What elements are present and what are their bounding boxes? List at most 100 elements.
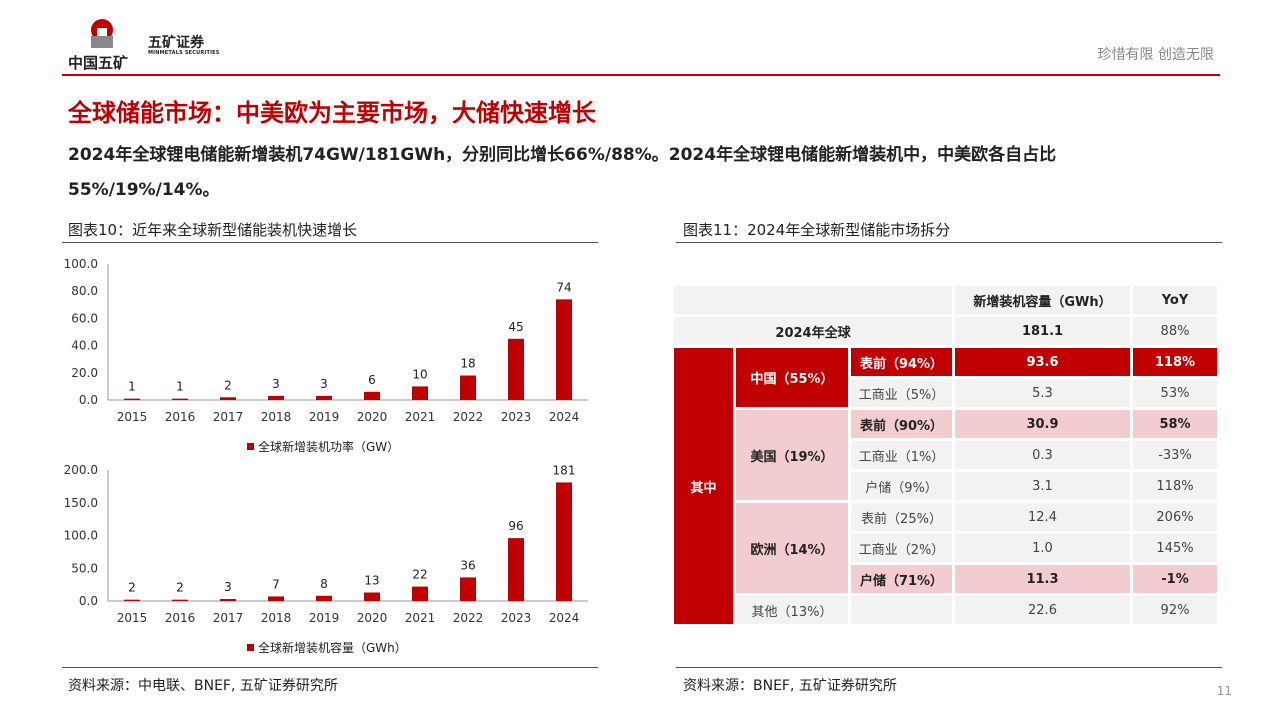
capacity-value: 93.6	[955, 348, 1130, 376]
x-tick-label: 2017	[213, 410, 244, 424]
bar	[556, 299, 572, 400]
segment-label: 表前（90%）	[851, 410, 952, 438]
table-row: 户储（9%） 3.1 118%	[674, 472, 1217, 500]
y-tick-label: 0.0	[79, 594, 98, 608]
table-row: 欧洲（14%） 表前（25%） 12.4 206%	[674, 503, 1217, 593]
x-tick-label: 2022	[453, 611, 484, 625]
header-yoy: YoY	[1133, 286, 1217, 314]
yoy-value: 118%	[1133, 348, 1217, 376]
bar-charts: 0.020.040.060.080.0100.01201512016220173…	[64, 257, 588, 655]
yoy-value: 145%	[1133, 534, 1217, 562]
bar	[412, 586, 428, 601]
capacity-value: 22.6	[955, 596, 1130, 624]
x-tick-label: 2016	[165, 611, 196, 625]
yoy-value: 118%	[1133, 472, 1217, 500]
data-label: 36	[460, 558, 475, 572]
data-label: 74	[556, 280, 571, 294]
header-blank	[674, 286, 952, 314]
header-capacity: 新增装机容量（GWh）	[955, 286, 1130, 314]
bar	[220, 397, 236, 400]
slogan: 珍惜有限 创造无限	[1097, 47, 1214, 63]
global-label: 2024年全球	[674, 317, 952, 345]
divider	[676, 242, 1222, 243]
global-yoy: 88%	[1133, 317, 1217, 345]
bar	[172, 398, 188, 400]
bar	[124, 398, 140, 400]
segment-label: 工商业（5%）	[851, 379, 952, 407]
capacity-value: 3.1	[955, 472, 1130, 500]
x-tick-label: 2016	[165, 410, 196, 424]
capacity-value: 30.9	[955, 410, 1130, 438]
data-label: 7	[272, 577, 280, 591]
figure-11-title: 图表11：2024年全球新型储能市场拆分	[683, 221, 951, 239]
bar	[364, 391, 380, 400]
y-tick-label: 80.0	[71, 284, 98, 298]
region-label: 其他（13%）	[736, 596, 848, 624]
table-row: 2024年全球 181.1 88%	[674, 317, 1217, 345]
page-title: 全球储能市场：中美欧为主要市场，大储快速增长	[68, 99, 596, 127]
yoy-value: 92%	[1133, 596, 1217, 624]
table-row: 工商业（2%） 1.0 145%	[674, 534, 1217, 562]
legend-swatch	[247, 644, 254, 651]
header-divider	[62, 74, 1220, 76]
x-tick-label: 2023	[501, 611, 532, 625]
x-tick-label: 2017	[213, 611, 244, 625]
bar	[508, 338, 524, 400]
x-tick-label: 2021	[405, 611, 436, 625]
bar	[460, 375, 476, 400]
data-label: 3	[272, 377, 280, 391]
region-label: 美国（19%）	[736, 410, 848, 500]
table-row: 其他（13%） 22.6 92%	[674, 596, 1217, 624]
data-label: 2	[176, 581, 184, 595]
legend-label: 全球新增装机功率（GW）	[258, 439, 399, 454]
group-label: 其中	[674, 348, 733, 624]
bar	[172, 599, 188, 601]
data-label: 3	[224, 580, 232, 594]
bar	[316, 395, 332, 400]
legend-label: 全球新增装机容量（GWh）	[258, 640, 407, 655]
y-tick-label: 100.0	[64, 257, 98, 271]
figure-10-title: 图表10：近年来全球新型储能装机快速增长	[68, 221, 358, 239]
data-label: 2	[128, 581, 136, 595]
yoy-value: 58%	[1133, 410, 1217, 438]
x-tick-label: 2024	[549, 410, 580, 424]
divider	[62, 242, 598, 243]
y-tick-label: 0.0	[79, 393, 98, 407]
capacity-value: 11.3	[955, 565, 1130, 593]
data-label: 8	[320, 577, 328, 591]
yoy-value: 206%	[1133, 503, 1217, 531]
bar	[268, 395, 284, 400]
capacity-value: 0.3	[955, 441, 1130, 469]
data-label: 181	[553, 463, 576, 477]
divider	[62, 667, 598, 668]
yoy-value: 53%	[1133, 379, 1217, 407]
data-label: 13	[364, 573, 379, 587]
summary-text: 2024年全球锂电储能新增装机74GW/181GWh，分别同比增长66%/88%…	[68, 145, 1057, 200]
page-number: 11	[1216, 684, 1232, 698]
market-breakdown-table: 新增装机容量（GWh） YoY 2024年全球 181.1 88% 其中 中国（55%） 表前…	[671, 283, 1220, 627]
segment-label: 表前（94%）	[851, 348, 952, 376]
x-tick-label: 2015	[117, 410, 148, 424]
segment-label: 户储（9%）	[851, 472, 952, 500]
y-tick-label: 50.0	[71, 561, 98, 575]
segment-label: 表前（25%）	[851, 503, 952, 531]
x-tick-label: 2019	[309, 611, 340, 625]
divider	[676, 667, 1222, 668]
region-label: 中国（55%）	[736, 348, 848, 407]
bar	[508, 538, 524, 601]
logo-text: 中国五矿	[68, 54, 129, 72]
x-tick-label: 2024	[549, 611, 580, 625]
y-tick-label: 150.0	[64, 496, 98, 510]
capacity-value: 12.4	[955, 503, 1130, 531]
capacity-value: 1.0	[955, 534, 1130, 562]
capacity-value: 5.3	[955, 379, 1130, 407]
data-label: 18	[460, 357, 475, 371]
brand-name-en: MINMETALS SECURITIES	[148, 50, 220, 56]
table-row: 工商业（5%） 5.3 53%	[674, 379, 1217, 407]
bar	[364, 592, 380, 601]
x-tick-label: 2020	[357, 611, 388, 625]
bar	[124, 599, 140, 601]
y-tick-label: 60.0	[71, 311, 98, 325]
x-tick-label: 2023	[501, 410, 532, 424]
segment-label: 户储（71%）	[851, 565, 952, 593]
